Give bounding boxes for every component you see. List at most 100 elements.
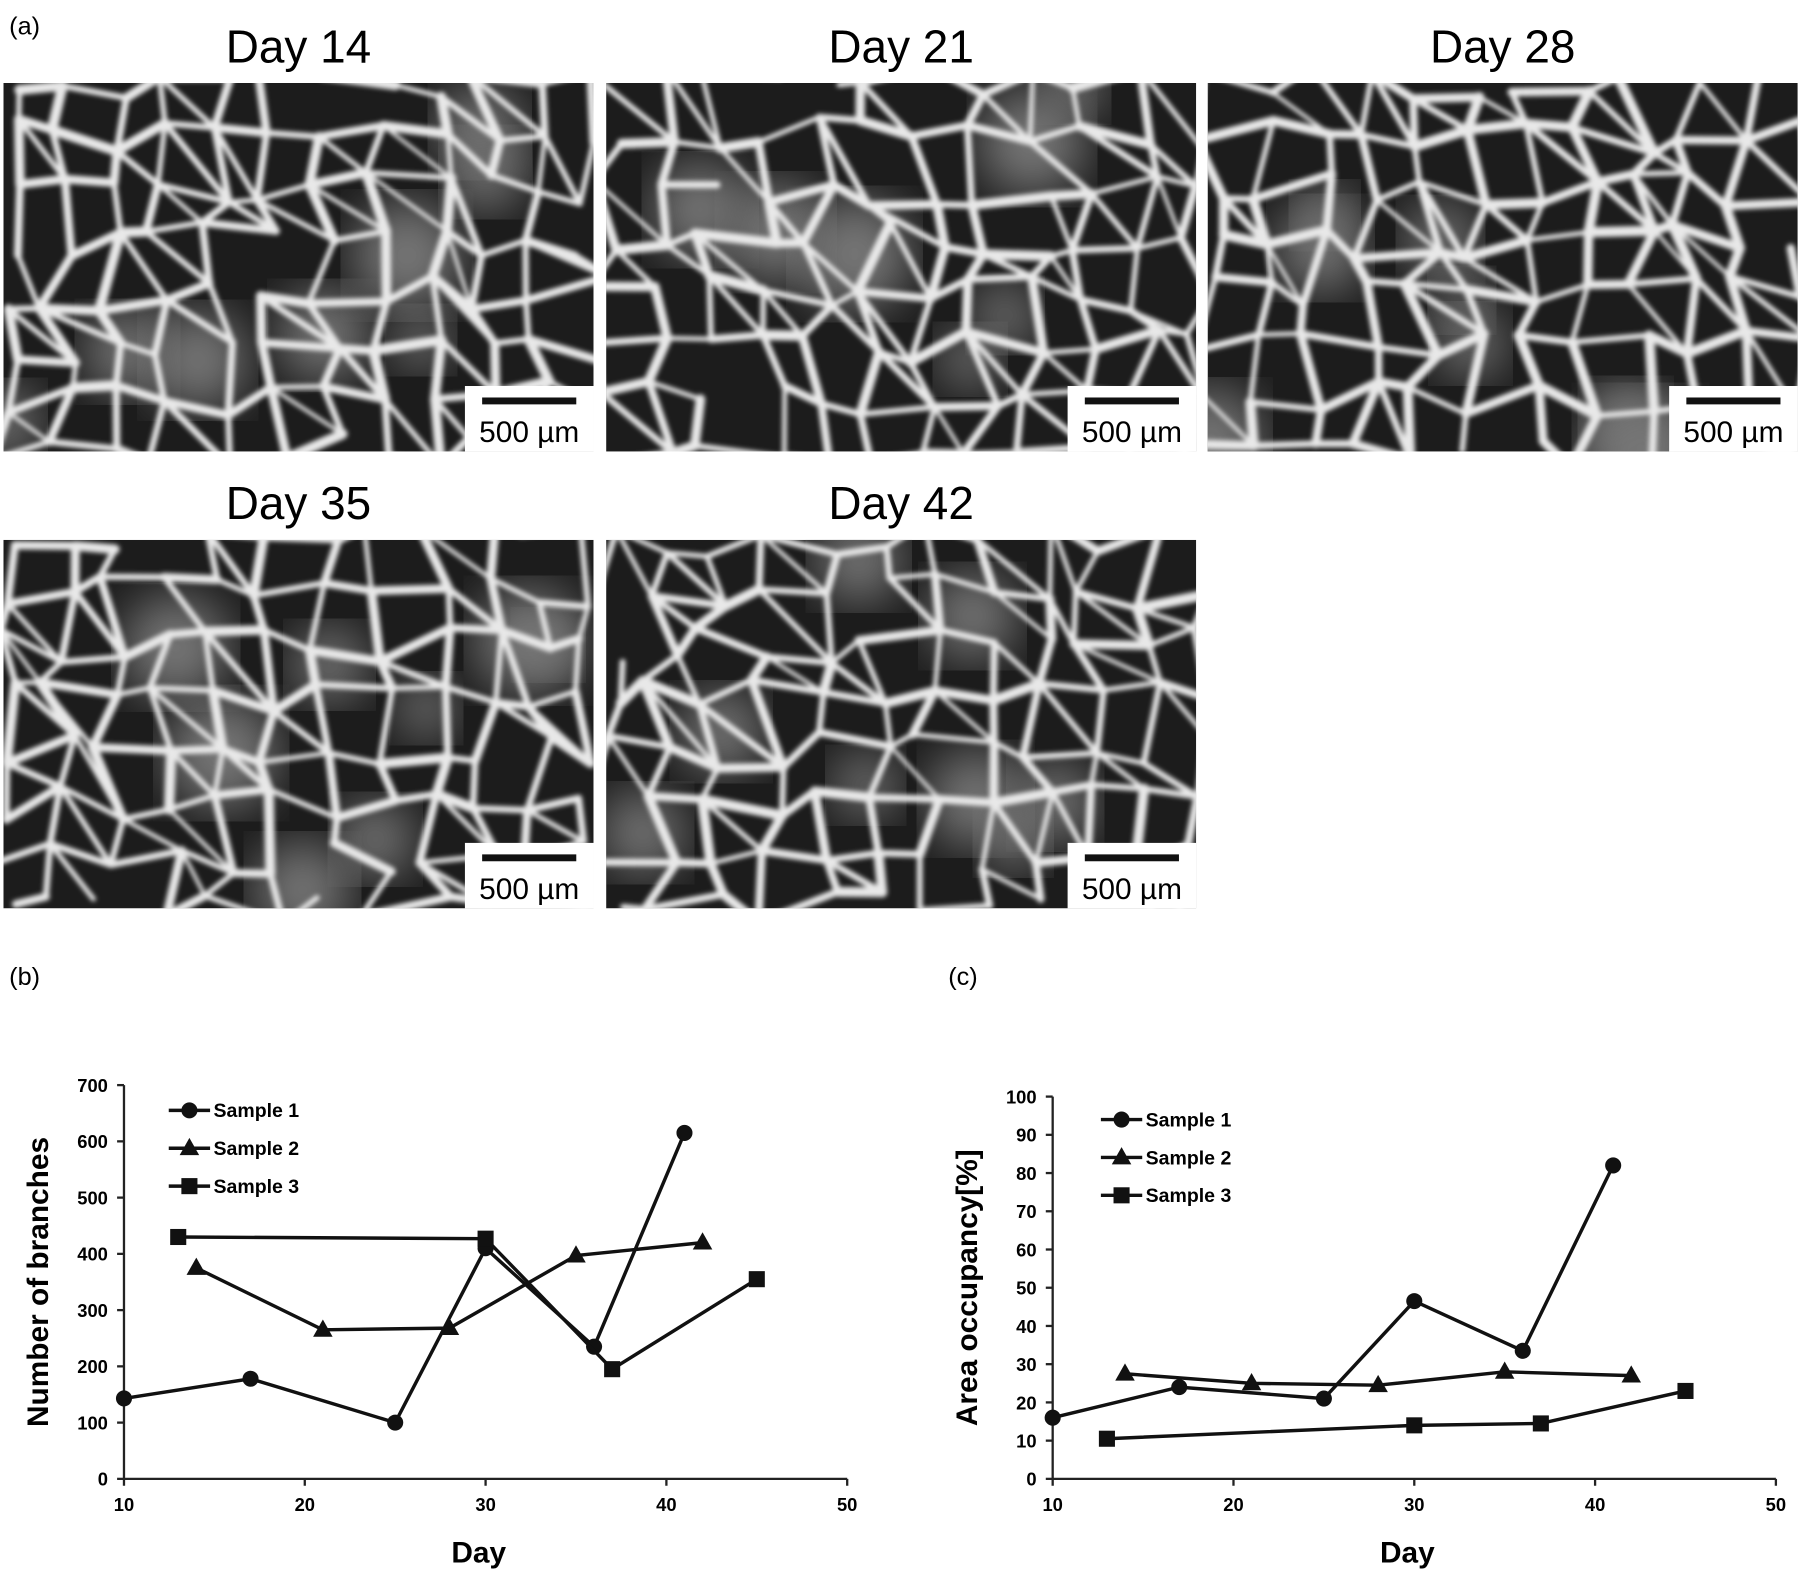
marker bbox=[439, 1317, 460, 1336]
vessel bbox=[1462, 91, 1485, 135]
vessel bbox=[932, 199, 950, 252]
vessel bbox=[1027, 138, 1095, 197]
vessel bbox=[1091, 325, 1164, 354]
vessel bbox=[823, 857, 886, 896]
image-title: Day 42 bbox=[828, 477, 973, 529]
vessel bbox=[818, 657, 837, 698]
vessel bbox=[375, 759, 400, 805]
vessel bbox=[1027, 272, 1049, 358]
vessel bbox=[873, 848, 888, 898]
vessel bbox=[1644, 330, 1692, 359]
vessel bbox=[60, 174, 119, 188]
vessel bbox=[1437, 249, 1470, 293]
vessel bbox=[632, 539, 670, 556]
vessel bbox=[109, 146, 122, 188]
vessel bbox=[523, 334, 555, 387]
vessel bbox=[1461, 284, 1541, 307]
legend-label: Sample 1 bbox=[1146, 1109, 1232, 1131]
vessel bbox=[1624, 275, 1700, 288]
vessel bbox=[450, 434, 473, 452]
vessel bbox=[444, 130, 495, 179]
vessel bbox=[46, 82, 68, 135]
vessel bbox=[364, 527, 419, 528]
vessel bbox=[1157, 680, 1197, 728]
vessel bbox=[699, 796, 765, 854]
vessel bbox=[377, 658, 449, 690]
vessel bbox=[364, 170, 449, 233]
vessel bbox=[427, 226, 452, 282]
vessel bbox=[307, 182, 389, 234]
vessel bbox=[362, 122, 387, 176]
vessel bbox=[467, 296, 530, 313]
vessel bbox=[606, 188, 669, 247]
vessel bbox=[695, 700, 722, 772]
vessel bbox=[1028, 252, 1055, 281]
y-tick-label: 100 bbox=[77, 1413, 108, 1434]
vessel bbox=[536, 599, 554, 651]
vessel bbox=[112, 339, 125, 389]
vessel bbox=[1028, 274, 1084, 303]
vessel bbox=[829, 180, 874, 210]
vessel bbox=[1074, 121, 1156, 150]
vessel bbox=[441, 623, 455, 691]
vessel bbox=[147, 685, 216, 694]
vessel bbox=[1742, 326, 1798, 342]
vessel bbox=[248, 539, 269, 601]
vessel bbox=[779, 728, 823, 771]
vessel bbox=[746, 652, 772, 685]
vessel bbox=[499, 82, 547, 89]
vessel bbox=[1358, 82, 1374, 138]
vessel bbox=[905, 326, 971, 368]
vessel bbox=[1693, 275, 1750, 334]
vessel bbox=[673, 623, 700, 660]
vessel bbox=[1379, 82, 1418, 103]
vessel bbox=[978, 865, 994, 909]
vessel bbox=[46, 438, 120, 452]
vessel bbox=[991, 739, 1026, 761]
vessel bbox=[988, 678, 1045, 706]
vessel bbox=[696, 700, 787, 771]
y-tick-label: 90 bbox=[1016, 1125, 1036, 1146]
vessel bbox=[1682, 274, 1701, 358]
vessel bbox=[760, 287, 836, 309]
vessel bbox=[478, 237, 529, 259]
marker bbox=[1368, 1374, 1388, 1393]
vessel bbox=[577, 139, 594, 207]
vessel bbox=[606, 140, 625, 170]
vessel bbox=[94, 306, 126, 348]
vessel bbox=[606, 392, 676, 452]
scale-label: 500 µm bbox=[1082, 416, 1182, 449]
vessel bbox=[1594, 408, 1657, 419]
vessel bbox=[1460, 201, 1490, 262]
vessel bbox=[366, 586, 385, 667]
vessel bbox=[1320, 82, 1365, 138]
vessel bbox=[1194, 785, 1197, 799]
vessel bbox=[880, 686, 940, 709]
vessel bbox=[936, 626, 998, 646]
vessel bbox=[304, 297, 391, 308]
vessel bbox=[521, 187, 542, 245]
vessel bbox=[855, 347, 884, 420]
vessel bbox=[1248, 169, 1336, 204]
scale-label: 500 µm bbox=[1683, 416, 1783, 449]
vessel bbox=[117, 229, 170, 303]
vessel bbox=[822, 856, 842, 896]
vessel bbox=[254, 707, 278, 767]
scale-bar bbox=[482, 397, 577, 405]
vessel bbox=[1508, 88, 1530, 127]
vessel bbox=[42, 840, 54, 900]
vessel bbox=[1134, 173, 1161, 252]
vessel bbox=[312, 681, 396, 692]
vessel bbox=[167, 807, 236, 875]
vessel bbox=[1071, 539, 1103, 556]
vessel bbox=[1047, 539, 1054, 602]
vessel bbox=[926, 275, 972, 303]
vessel bbox=[713, 762, 788, 773]
vessel bbox=[674, 652, 703, 707]
vessel bbox=[161, 120, 218, 131]
marker bbox=[1494, 1361, 1515, 1379]
vessel bbox=[1672, 82, 1703, 143]
vessel bbox=[755, 539, 765, 593]
vessel bbox=[202, 628, 216, 694]
vessel bbox=[606, 202, 621, 255]
